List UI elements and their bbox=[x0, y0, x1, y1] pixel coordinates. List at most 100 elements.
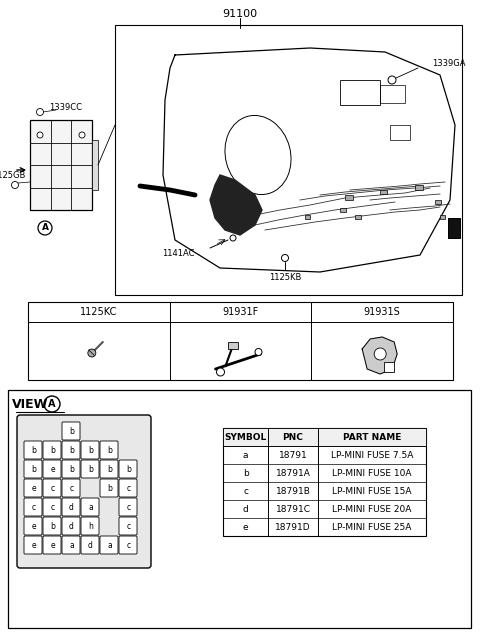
Bar bbox=[355, 215, 361, 219]
Text: b: b bbox=[69, 465, 74, 474]
Circle shape bbox=[37, 132, 43, 138]
FancyBboxPatch shape bbox=[62, 422, 80, 440]
Bar bbox=[51, 188, 72, 210]
FancyBboxPatch shape bbox=[81, 517, 99, 535]
FancyBboxPatch shape bbox=[119, 479, 137, 497]
Text: a: a bbox=[243, 450, 248, 459]
FancyBboxPatch shape bbox=[100, 460, 118, 478]
FancyBboxPatch shape bbox=[62, 479, 80, 497]
Text: e: e bbox=[31, 541, 36, 550]
Text: VIEW: VIEW bbox=[12, 398, 48, 410]
Text: a: a bbox=[69, 541, 74, 550]
Circle shape bbox=[281, 254, 288, 261]
Circle shape bbox=[12, 181, 19, 188]
Circle shape bbox=[36, 109, 44, 116]
Bar bbox=[92, 140, 98, 190]
Text: b: b bbox=[31, 446, 36, 455]
Text: d: d bbox=[69, 522, 74, 531]
Text: e: e bbox=[50, 465, 55, 474]
Text: LP-MINI FUSE 25A: LP-MINI FUSE 25A bbox=[332, 523, 412, 532]
Text: e: e bbox=[243, 523, 248, 532]
Circle shape bbox=[255, 349, 262, 356]
Text: 1125KB: 1125KB bbox=[269, 273, 301, 282]
Bar bbox=[384, 362, 394, 372]
Bar bbox=[30, 142, 51, 165]
Bar bbox=[51, 120, 72, 142]
Bar bbox=[28, 302, 453, 380]
Text: b: b bbox=[31, 465, 36, 474]
FancyBboxPatch shape bbox=[43, 479, 61, 497]
FancyBboxPatch shape bbox=[43, 441, 61, 459]
Text: 1125KC: 1125KC bbox=[80, 307, 118, 317]
FancyBboxPatch shape bbox=[17, 415, 151, 568]
Text: 91100: 91100 bbox=[222, 9, 258, 19]
Text: a: a bbox=[107, 541, 112, 550]
Circle shape bbox=[88, 349, 96, 357]
Text: b: b bbox=[107, 465, 112, 474]
FancyBboxPatch shape bbox=[81, 460, 99, 478]
FancyBboxPatch shape bbox=[81, 441, 99, 459]
Circle shape bbox=[79, 132, 85, 138]
Text: d: d bbox=[242, 504, 248, 513]
FancyBboxPatch shape bbox=[24, 441, 42, 459]
Circle shape bbox=[44, 396, 60, 412]
Polygon shape bbox=[362, 337, 397, 374]
FancyBboxPatch shape bbox=[119, 460, 137, 478]
Text: b: b bbox=[107, 484, 112, 493]
Text: b: b bbox=[88, 465, 93, 474]
Text: d: d bbox=[88, 541, 93, 550]
Polygon shape bbox=[163, 48, 455, 272]
Text: b: b bbox=[69, 427, 74, 436]
Bar bbox=[30, 120, 51, 142]
Bar bbox=[223, 428, 426, 446]
Text: e: e bbox=[50, 541, 55, 550]
Bar bbox=[8, 390, 471, 628]
Text: 18791B: 18791B bbox=[276, 487, 311, 495]
Text: c: c bbox=[50, 503, 55, 512]
Text: PNC: PNC bbox=[283, 432, 303, 441]
Circle shape bbox=[216, 368, 225, 376]
Text: e: e bbox=[31, 484, 36, 493]
Text: 1125GB: 1125GB bbox=[0, 170, 25, 179]
Bar bbox=[440, 215, 445, 219]
Bar bbox=[340, 80, 380, 105]
Ellipse shape bbox=[225, 116, 291, 195]
Text: b: b bbox=[50, 446, 55, 455]
Text: c: c bbox=[50, 484, 55, 493]
FancyBboxPatch shape bbox=[119, 536, 137, 554]
Text: 1339GA: 1339GA bbox=[432, 59, 466, 67]
Text: A: A bbox=[48, 399, 56, 409]
Bar bbox=[228, 342, 238, 349]
Text: 18791A: 18791A bbox=[276, 469, 311, 478]
Text: b: b bbox=[69, 446, 74, 455]
Polygon shape bbox=[210, 175, 262, 235]
Text: c: c bbox=[126, 503, 131, 512]
Text: c: c bbox=[243, 487, 248, 495]
Text: c: c bbox=[126, 541, 131, 550]
FancyBboxPatch shape bbox=[24, 498, 42, 516]
FancyBboxPatch shape bbox=[62, 517, 80, 535]
FancyBboxPatch shape bbox=[24, 536, 42, 554]
Circle shape bbox=[230, 235, 236, 241]
Bar bbox=[305, 215, 310, 219]
Circle shape bbox=[38, 221, 52, 235]
Bar bbox=[390, 125, 410, 140]
FancyBboxPatch shape bbox=[81, 498, 99, 516]
Bar bbox=[340, 208, 346, 212]
FancyBboxPatch shape bbox=[100, 441, 118, 459]
FancyBboxPatch shape bbox=[24, 517, 42, 535]
Bar bbox=[415, 185, 423, 190]
Text: c: c bbox=[31, 503, 36, 512]
Text: 18791: 18791 bbox=[278, 450, 307, 459]
FancyBboxPatch shape bbox=[81, 536, 99, 554]
Bar bbox=[72, 120, 92, 142]
Bar bbox=[72, 165, 92, 188]
Text: LP-MINI FUSE 7.5A: LP-MINI FUSE 7.5A bbox=[331, 450, 413, 459]
Text: b: b bbox=[126, 465, 131, 474]
FancyBboxPatch shape bbox=[43, 517, 61, 535]
Circle shape bbox=[388, 76, 396, 84]
Text: 91931S: 91931S bbox=[364, 307, 400, 317]
Bar bbox=[380, 85, 405, 103]
Text: PART NAME: PART NAME bbox=[343, 432, 401, 441]
Text: c: c bbox=[70, 484, 73, 493]
